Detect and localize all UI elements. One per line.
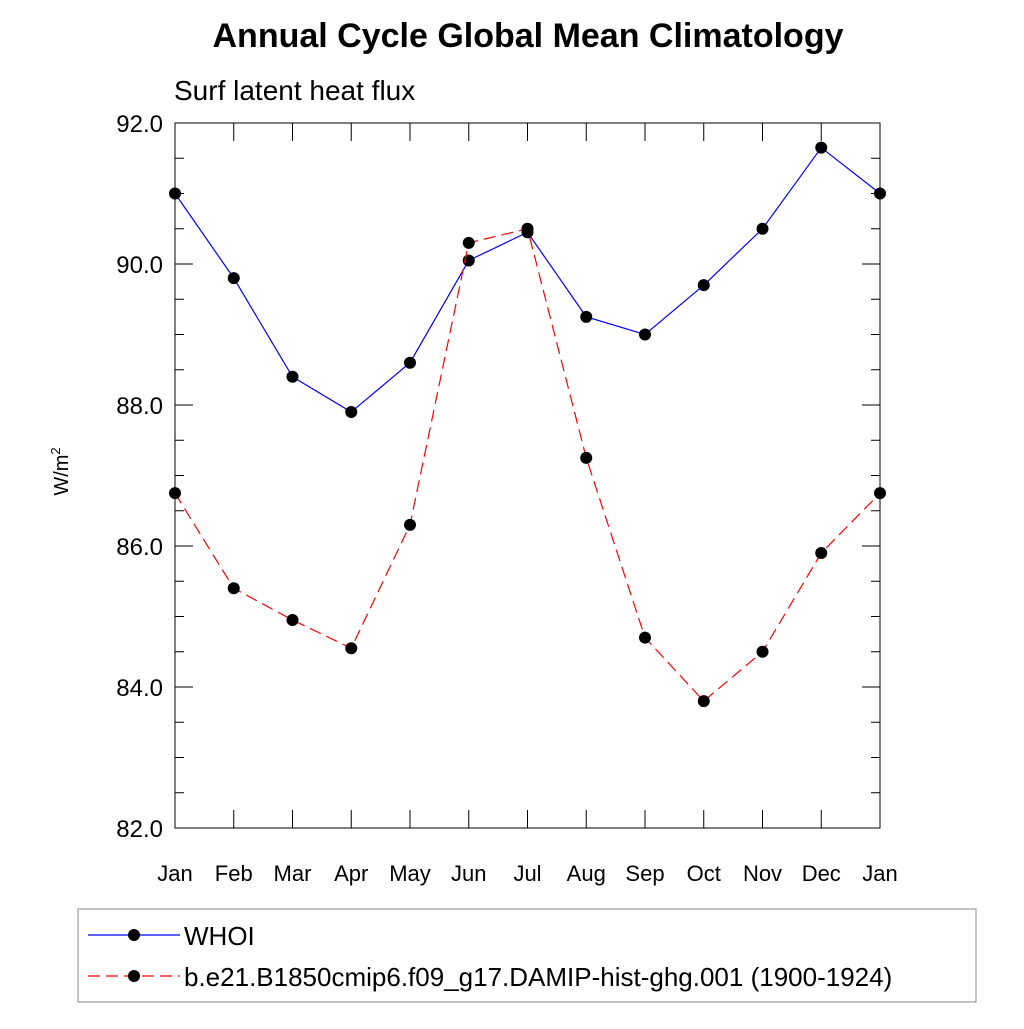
y-tick-label: 88.0 bbox=[116, 393, 163, 420]
y-tick-label: 92.0 bbox=[116, 111, 163, 138]
legend-item-1: WHOI bbox=[88, 921, 255, 951]
y-tick-label: 90.0 bbox=[116, 252, 163, 279]
data-point bbox=[345, 406, 358, 419]
y-tick-label: 86.0 bbox=[116, 534, 163, 561]
legend-marker bbox=[128, 929, 140, 941]
y-tick-label: 84.0 bbox=[116, 675, 163, 702]
x-tick-label: Aug bbox=[567, 861, 606, 886]
data-point bbox=[697, 279, 710, 292]
x-tick-label: Sep bbox=[625, 861, 664, 886]
legend-box bbox=[77, 908, 977, 1003]
data-point bbox=[521, 222, 534, 235]
data-point bbox=[169, 187, 181, 200]
x-tick-label: Jan bbox=[157, 861, 192, 886]
data-point bbox=[580, 451, 593, 464]
legend-item-2: b.e21.B1850cmip6.f09_g17.DAMIP-hist-ghg.… bbox=[88, 962, 892, 992]
data-point bbox=[227, 582, 240, 595]
x-tick-label: Jun bbox=[451, 861, 486, 886]
legend-label: b.e21.B1850cmip6.f09_g17.DAMIP-hist-ghg.… bbox=[184, 962, 892, 992]
series-2 bbox=[169, 222, 886, 708]
x-tick-label: Feb bbox=[215, 861, 253, 886]
series-layer bbox=[169, 141, 886, 708]
data-point bbox=[815, 547, 828, 560]
data-point bbox=[756, 222, 769, 235]
data-point bbox=[286, 370, 299, 383]
legend-marker bbox=[128, 970, 140, 982]
data-point bbox=[286, 614, 299, 627]
legend-label: WHOI bbox=[184, 921, 255, 951]
x-tick-label: Jan bbox=[862, 861, 897, 886]
data-point bbox=[639, 328, 651, 341]
data-point bbox=[345, 642, 358, 655]
x-axis: Jan Feb Mar Apr May Jun Jul Aug Sep Oct Nov Dec Jan bbox=[157, 123, 898, 886]
series-line bbox=[174, 228, 881, 702]
data-point bbox=[756, 645, 769, 658]
data-point bbox=[815, 141, 828, 154]
data-point bbox=[169, 487, 181, 500]
data-point bbox=[227, 272, 240, 285]
x-tick-label: Jul bbox=[513, 861, 541, 886]
data-point bbox=[404, 518, 416, 531]
x-tick-label: Dec bbox=[802, 861, 841, 886]
x-tick-label: Mar bbox=[274, 861, 312, 886]
y-axis: 82.0 84.0 86.0 88.0 90.0 92.0 W/m2 bbox=[48, 111, 880, 843]
y-tick-label: 82.0 bbox=[116, 816, 163, 843]
data-point bbox=[639, 631, 651, 644]
series-1 bbox=[169, 141, 886, 419]
x-tick-label: Apr bbox=[334, 861, 368, 886]
x-tick-label: Oct bbox=[687, 861, 721, 886]
data-point bbox=[580, 310, 593, 323]
x-tick-label: Nov bbox=[743, 861, 782, 886]
data-point bbox=[874, 187, 886, 200]
legend: WHOI b.e21.B1850cmip6.f09_g17.DAMIP-hist-… bbox=[77, 908, 977, 1003]
x-tick-label: May bbox=[389, 861, 431, 886]
data-point bbox=[874, 487, 886, 500]
data-point bbox=[697, 695, 710, 708]
chart-subtitle: Surf latent heat flux bbox=[174, 75, 415, 106]
series-line bbox=[174, 146, 881, 413]
data-point bbox=[462, 236, 475, 249]
chart-title: Annual Cycle Global Mean Climatology bbox=[213, 17, 844, 55]
data-point bbox=[404, 356, 416, 369]
y-axis-label: W/m2 bbox=[48, 447, 73, 495]
